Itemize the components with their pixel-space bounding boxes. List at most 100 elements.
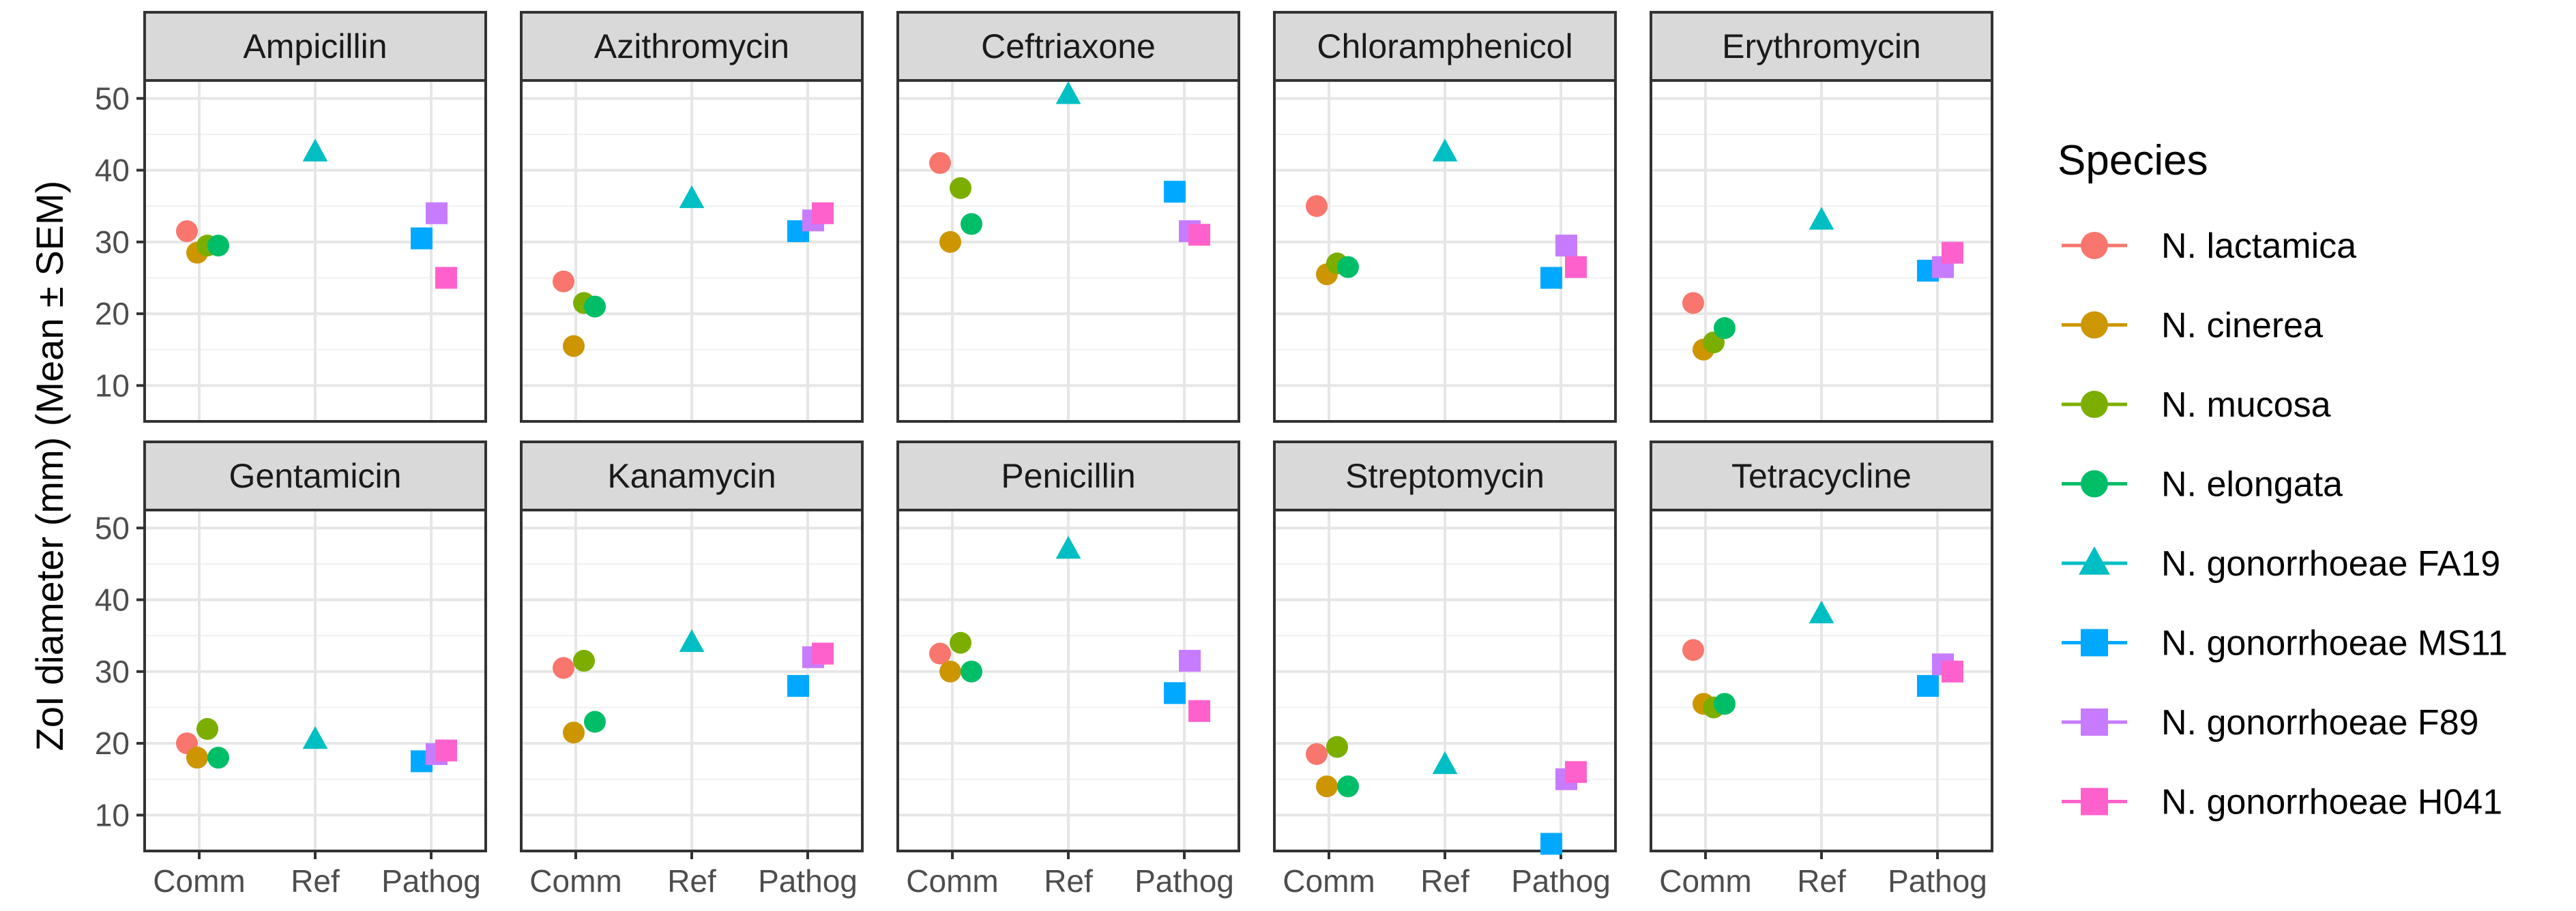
legend-label: N. lactamica (2161, 226, 2356, 266)
facet-strip (143, 440, 487, 511)
facet-strip (143, 11, 487, 82)
y-tick-label: 20 (95, 296, 130, 331)
legend-item-n-mucosa: N. mucosa (2062, 385, 2331, 425)
point-n-gonorrhoeae-f89 (1179, 650, 1201, 672)
point-n-gonorrhoeae-h041 (435, 267, 457, 289)
y-tick-label: 10 (95, 368, 130, 403)
legend-label: N. gonorrhoeae FA19 (2161, 544, 2500, 584)
point-n-elongata (961, 660, 982, 683)
x-tick-label: Ref (1797, 863, 1846, 899)
x-tick-label: Comm (529, 863, 621, 899)
facet-title: Penicillin (1001, 457, 1135, 495)
point-n-gonorrhoeae-h041 (812, 202, 834, 224)
legend-key-marker (2081, 470, 2108, 498)
point-n-gonorrhoeae-h041 (1942, 241, 1963, 264)
y-tick-label: 50 (95, 510, 130, 546)
point-n-gonorrhoeae-ms11 (1540, 267, 1562, 289)
legend-item-n-gonorrhoeae-ms11: N. gonorrhoeae MS11 (2062, 624, 2508, 663)
point-n-mucosa (196, 718, 218, 741)
legend-item-n-gonorrhoeae-f89: N. gonorrhoeae F89 (2062, 703, 2478, 743)
point-n-elongata (1714, 693, 1736, 715)
legend-label: N. cinerea (2161, 306, 2323, 346)
facet-title: Ceftriaxone (981, 27, 1156, 65)
point-n-elongata (207, 747, 229, 769)
y-axis-title: ZoI diameter (mm) (Mean ± SEM) (28, 181, 71, 751)
panel-gentamicin: Gentamicin 10 20 30 40 50 Comm Ref Pathog (95, 440, 487, 899)
point-n-gonorrhoeae-h041 (1565, 761, 1587, 783)
legend-label: N. gonorrhoeae MS11 (2161, 624, 2508, 663)
panel-streptomycin: Streptomycin Comm Ref Pathog (1273, 440, 1617, 899)
facet-title: Chloramphenicol (1317, 27, 1572, 65)
legend-key-marker (2081, 311, 2108, 339)
panel-ampicillin: Ampicillin 10 20 30 40 50 (95, 11, 487, 423)
point-n-gonorrhoeae-fa19 (302, 726, 328, 749)
point-n-lactamica (1306, 743, 1328, 765)
point-n-gonorrhoeae-fa19 (679, 629, 705, 653)
facet-strip (520, 11, 864, 82)
legend-item-n-gonorrhoeae-h041: N. gonorrhoeae H041 (2062, 783, 2502, 822)
x-tick-label: Pathog (1888, 863, 1987, 899)
facet-strip (896, 11, 1240, 82)
facet-title: Azithromycin (594, 27, 789, 65)
legend-label: N. elongata (2161, 465, 2343, 505)
facet-title: Tetracycline (1731, 457, 1912, 495)
point-n-gonorrhoeae-fa19 (1432, 751, 1458, 775)
facet-strip (520, 440, 864, 511)
facet-title: Streptomycin (1345, 457, 1545, 495)
point-n-lactamica (1306, 195, 1328, 218)
point-n-lactamica (929, 152, 951, 175)
point-n-gonorrhoeae-fa19 (1809, 600, 1834, 624)
facet-strip (1650, 11, 1993, 82)
legend-label: N. gonorrhoeae F89 (2161, 703, 2478, 743)
point-n-gonorrhoeae-ms11 (787, 674, 809, 697)
legend-label: N. gonorrhoeae H041 (2161, 783, 2502, 822)
point-n-mucosa (1326, 736, 1348, 758)
point-n-cinerea (186, 747, 208, 769)
point-n-gonorrhoeae-f89 (1555, 235, 1577, 257)
point-n-mucosa (950, 177, 971, 199)
point-n-cinerea (939, 230, 961, 253)
x-tick-label: Ref (291, 863, 340, 899)
legend-key-marker (2081, 708, 2108, 736)
point-n-gonorrhoeae-fa19 (1055, 81, 1081, 104)
point-n-cinerea (1316, 775, 1338, 798)
point-n-gonorrhoeae-fa19 (1432, 138, 1458, 162)
point-n-gonorrhoeae-ms11 (411, 227, 433, 250)
facet-title: Erythromycin (1722, 27, 1921, 65)
x-tick-label: Pathog (381, 863, 481, 899)
facet-strip (1650, 440, 1993, 511)
facet-strip (1273, 11, 1617, 82)
facet-title: Kanamycin (607, 457, 776, 495)
point-n-gonorrhoeae-fa19 (679, 185, 705, 209)
y-tick-label: 30 (95, 654, 130, 689)
point-n-gonorrhoeae-ms11 (1164, 682, 1186, 704)
point-n-gonorrhoeae-fa19 (302, 138, 328, 162)
point-n-gonorrhoeae-ms11 (1164, 181, 1186, 203)
x-tick-label: Pathog (758, 863, 858, 899)
point-n-lactamica (553, 270, 574, 293)
facet-title: Gentamicin (229, 457, 402, 495)
point-n-gonorrhoeae-h041 (435, 739, 457, 762)
panel-azithromycin: Azithromycin (520, 11, 864, 423)
legend-label: N. mucosa (2161, 385, 2331, 425)
legend-key-marker (2081, 629, 2108, 657)
x-tick-label: Comm (1659, 863, 1751, 899)
legend-key-marker (2081, 788, 2108, 816)
point-n-gonorrhoeae-h041 (1188, 700, 1210, 722)
facet-title: Ampicillin (243, 27, 387, 65)
panel-chloramphenicol: Chloramphenicol (1273, 11, 1617, 423)
point-n-cinerea (563, 335, 585, 357)
point-n-gonorrhoeae-h041 (1565, 256, 1587, 278)
point-n-cinerea (563, 721, 585, 744)
panel-erythromycin: Erythromycin (1650, 11, 1993, 423)
x-tick-label: Comm (153, 863, 245, 899)
panel-kanamycin: Kanamycin Comm Ref Pathog (520, 440, 864, 899)
facet-strip (896, 440, 1240, 511)
x-tick-label: Ref (1044, 863, 1093, 899)
legend-item-n-cinerea: N. cinerea (2062, 306, 2323, 346)
point-n-gonorrhoeae-fa19 (1055, 536, 1081, 559)
legend-key-marker (2081, 391, 2108, 418)
legend: Species N. lactamica N. cinerea N. mucosa N.… (2058, 137, 2508, 822)
point-n-lactamica (176, 220, 198, 243)
legend-item-n-elongata: N. elongata (2062, 465, 2343, 505)
